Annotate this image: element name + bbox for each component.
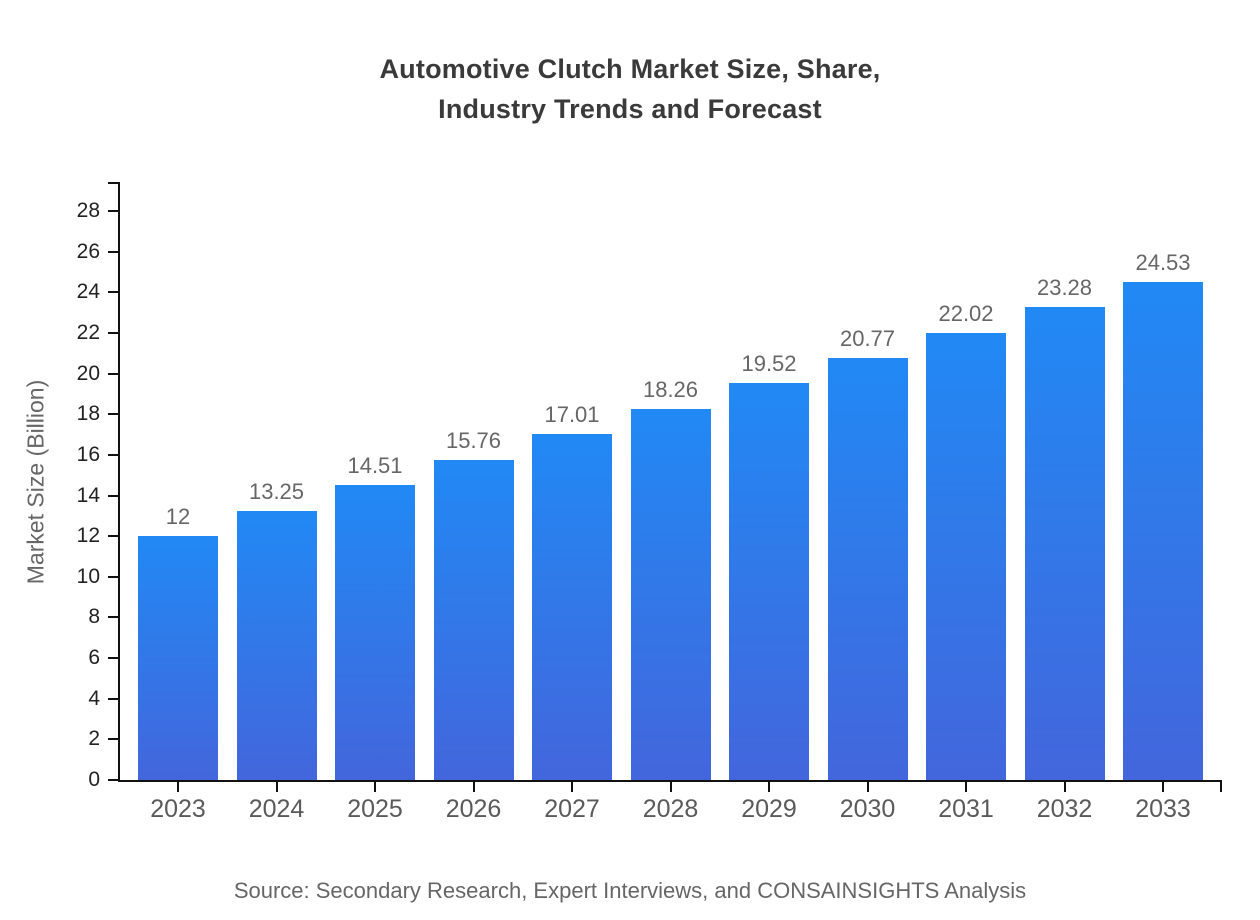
x-tick-label: 2028 bbox=[642, 795, 699, 823]
y-tick-mark bbox=[108, 657, 118, 660]
y-tick-mark bbox=[108, 697, 118, 700]
bar bbox=[827, 357, 908, 780]
y-tick-mark bbox=[108, 575, 118, 578]
bar bbox=[433, 459, 514, 780]
x-tick-mark bbox=[177, 782, 179, 792]
x-tick-mark bbox=[965, 782, 967, 792]
y-tick-label: 0 bbox=[88, 768, 100, 791]
source-note: Source: Secondary Research, Expert Inter… bbox=[233, 878, 1027, 903]
bar-value-label: 20.77 bbox=[839, 325, 896, 351]
bar-value-label: 12 bbox=[165, 504, 191, 530]
x-tick-label: 2023 bbox=[150, 795, 206, 823]
bar-value-label: 15.76 bbox=[445, 427, 502, 453]
x-tick-mark bbox=[1063, 782, 1066, 792]
x-tick-label: 2031 bbox=[938, 795, 994, 823]
y-tick-label: 22 bbox=[76, 320, 100, 344]
y-tick-mark bbox=[108, 210, 118, 212]
bar bbox=[532, 434, 612, 780]
x-tick-mark bbox=[669, 782, 672, 792]
x-tick-label: 2030 bbox=[839, 795, 896, 823]
bar bbox=[1123, 281, 1203, 780]
y-tick-label: 20 bbox=[76, 361, 100, 385]
y-tick-label: 18 bbox=[76, 402, 100, 426]
bar-value-label: 18.26 bbox=[642, 376, 699, 402]
y-tick-label: 14 bbox=[76, 483, 100, 507]
x-tick-mark bbox=[472, 782, 475, 792]
bar-value-label: 13.25 bbox=[248, 478, 305, 504]
bar bbox=[729, 383, 809, 780]
y-tick-label: 24 bbox=[76, 280, 100, 304]
x-tick-mark bbox=[1162, 782, 1164, 792]
x-axis bbox=[118, 780, 1222, 782]
y-tick-mark bbox=[108, 413, 118, 416]
y-tick-label: 6 bbox=[88, 646, 100, 670]
bar bbox=[630, 408, 711, 780]
x-axis-end-tick bbox=[1220, 782, 1222, 792]
x-tick-label: 2027 bbox=[544, 795, 600, 823]
x-tick-mark bbox=[571, 782, 573, 792]
y-tick-mark bbox=[108, 738, 118, 741]
bar-value-label: 22.02 bbox=[938, 300, 994, 326]
y-tick-mark bbox=[108, 291, 118, 294]
y-tick-label: 26 bbox=[76, 239, 100, 263]
x-tick-label: 2033 bbox=[1135, 795, 1191, 823]
y-tick-label: 8 bbox=[88, 605, 100, 629]
y-axis bbox=[118, 182, 120, 782]
y-tick-mark bbox=[108, 453, 118, 456]
y-tick-label: 2 bbox=[88, 727, 100, 751]
x-tick-mark bbox=[768, 782, 770, 792]
bar bbox=[926, 332, 1006, 780]
x-tick-label: 2026 bbox=[445, 795, 502, 823]
x-tick-label: 2029 bbox=[741, 795, 797, 823]
y-tick-mark bbox=[108, 494, 118, 497]
chart-title: Automotive Clutch Market Size, Share, In… bbox=[379, 54, 881, 124]
y-tick-label: 16 bbox=[76, 442, 100, 466]
bar bbox=[138, 536, 218, 780]
bar-value-label: 17.01 bbox=[544, 402, 600, 428]
y-tick-mark bbox=[108, 250, 118, 253]
x-tick-mark bbox=[866, 782, 869, 792]
y-tick-label: 12 bbox=[76, 524, 100, 548]
x-tick-mark bbox=[374, 782, 376, 792]
x-tick-label: 2024 bbox=[248, 795, 305, 823]
bar-value-label: 23.28 bbox=[1036, 274, 1093, 300]
bar-value-label: 24.53 bbox=[1135, 249, 1191, 275]
y-tick-mark bbox=[108, 331, 118, 334]
x-tick-label: 2032 bbox=[1036, 795, 1093, 823]
y-tick-label: 28 bbox=[76, 199, 100, 222]
y-tick-mark bbox=[108, 535, 118, 538]
x-tick-label: 2025 bbox=[347, 795, 403, 823]
y-tick-mark bbox=[108, 372, 118, 375]
y-tick-mark bbox=[108, 616, 118, 619]
bar-value-label: 19.52 bbox=[741, 351, 797, 377]
y-tick-label: 4 bbox=[88, 686, 100, 710]
bar-value-label: 14.51 bbox=[347, 453, 403, 479]
y-axis-end-tick bbox=[108, 182, 118, 184]
y-tick-label: 10 bbox=[76, 564, 100, 588]
bar bbox=[1024, 306, 1105, 780]
bar bbox=[335, 485, 415, 780]
bar bbox=[236, 510, 317, 780]
x-tick-mark bbox=[275, 782, 278, 792]
y-tick-mark bbox=[108, 779, 118, 781]
